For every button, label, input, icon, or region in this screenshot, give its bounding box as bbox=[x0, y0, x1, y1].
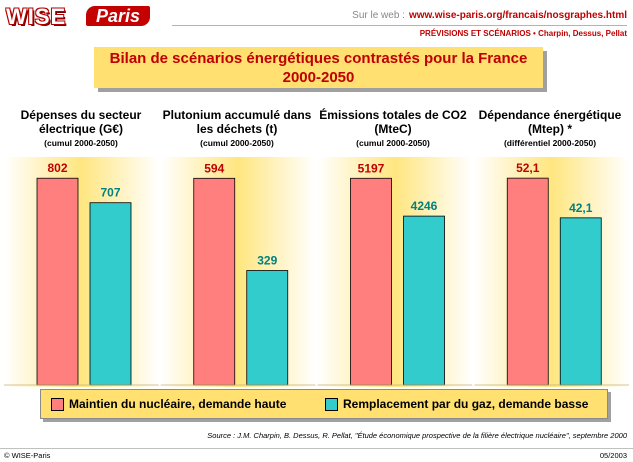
legend-label-series2: Remplacement par du gaz, demande basse bbox=[343, 397, 589, 411]
chart-title-box: Bilan de scénarios énergétiques contrast… bbox=[94, 47, 543, 88]
panel-header-3: Émissions totales de CO2 (MteC) (cumul 2… bbox=[316, 108, 470, 149]
chart-legend: Maintien du nucléaire, demande haute Rem… bbox=[40, 389, 608, 419]
bar-panel3-series1 bbox=[350, 177, 392, 386]
bar-panel2-series1 bbox=[193, 177, 236, 386]
panel-background-3 bbox=[317, 157, 473, 387]
bar-chart-plot: 802 707 594 329 5197 4246 52,1 42,1 bbox=[4, 157, 629, 387]
chart-title-line1: Bilan de scénarios énergétiques contrast… bbox=[109, 49, 528, 67]
bar-panel4-series1 bbox=[506, 177, 549, 386]
logo-wise-text: WISE bbox=[6, 4, 67, 29]
panel-title-4: Dépendance énergétique (Mtep) * bbox=[478, 108, 622, 136]
panel-header-2: Plutonium accumulé dans les déchets (t) … bbox=[160, 108, 314, 149]
panel-subtitle-3: (cumul 2000-2050) bbox=[356, 138, 430, 148]
section-label: PRÉVISIONS ET SCÉNARIOS • Charpin, Dessu… bbox=[419, 29, 627, 38]
footer-divider bbox=[0, 448, 633, 449]
legend-swatch-series2 bbox=[325, 397, 338, 411]
panel-background-4 bbox=[474, 157, 629, 387]
value-label-panel2-series1: 594 bbox=[204, 161, 224, 175]
panel-subtitle-1: (cumul 2000-2050) bbox=[44, 138, 118, 148]
value-label-panel1-series2: 707 bbox=[100, 186, 120, 200]
bar-panel4-series2 bbox=[559, 217, 602, 386]
value-label-panel3-series1: 5197 bbox=[358, 161, 385, 175]
logo-paris-text: Paris bbox=[86, 6, 150, 26]
panel-subtitle-4: (différentiel 2000-2050) bbox=[503, 138, 597, 148]
legend-item-series2: Remplacement par du gaz, demande basse bbox=[325, 397, 588, 411]
panel-background-1 bbox=[4, 157, 159, 387]
chart-title-line2: 2000-2050 bbox=[282, 68, 355, 86]
bar-panel2-series2 bbox=[246, 270, 289, 386]
website-prefix: Sur le web : bbox=[352, 10, 405, 21]
footer-date: 05/2003 bbox=[599, 451, 627, 460]
panel-title-3: Émissions totales de CO2 (MteC) bbox=[319, 108, 467, 136]
website-link[interactable]: www.wise-paris.org/francais/nosgraphes.h… bbox=[408, 10, 627, 21]
value-label-panel1-series1: 802 bbox=[47, 161, 67, 175]
value-label-panel4-series2: 42,1 bbox=[569, 201, 593, 215]
legend-item-series1: Maintien du nucléaire, demande haute bbox=[51, 397, 286, 411]
panel-title-1: Dépenses du secteur électrique (G€) bbox=[20, 108, 142, 136]
panel-title-2: Plutonium accumulé dans les déchets (t) bbox=[162, 108, 312, 136]
value-label-panel2-series2: 329 bbox=[257, 254, 277, 268]
wise-paris-logo: WISE Paris bbox=[6, 4, 151, 30]
panel-subtitle-2: (cumul 2000-2050) bbox=[200, 138, 274, 148]
website-line: Sur le web : www.wise-paris.org/francais/… bbox=[352, 10, 627, 21]
panel-header-4: Dépendance énergétique (Mtep) * (différe… bbox=[473, 108, 627, 149]
legend-swatch-series1 bbox=[51, 397, 64, 411]
bar-panel1-series1 bbox=[36, 177, 79, 386]
footer-copyright: © WISE-Paris bbox=[4, 451, 51, 460]
bar-panel1-series2 bbox=[89, 202, 132, 386]
panel-background-2 bbox=[160, 157, 316, 387]
bar-panel3-series2 bbox=[403, 215, 445, 386]
source-note: Source : J.M. Charpin, B. Dessus, R. Pel… bbox=[207, 431, 627, 440]
legend-label-series1: Maintien du nucléaire, demande haute bbox=[69, 397, 287, 411]
value-label-panel4-series1: 52,1 bbox=[516, 161, 540, 175]
panel-header-1: Dépenses du secteur électrique (G€) (cum… bbox=[4, 108, 158, 149]
header-divider bbox=[172, 25, 627, 26]
value-label-panel3-series2: 4246 bbox=[411, 199, 438, 213]
